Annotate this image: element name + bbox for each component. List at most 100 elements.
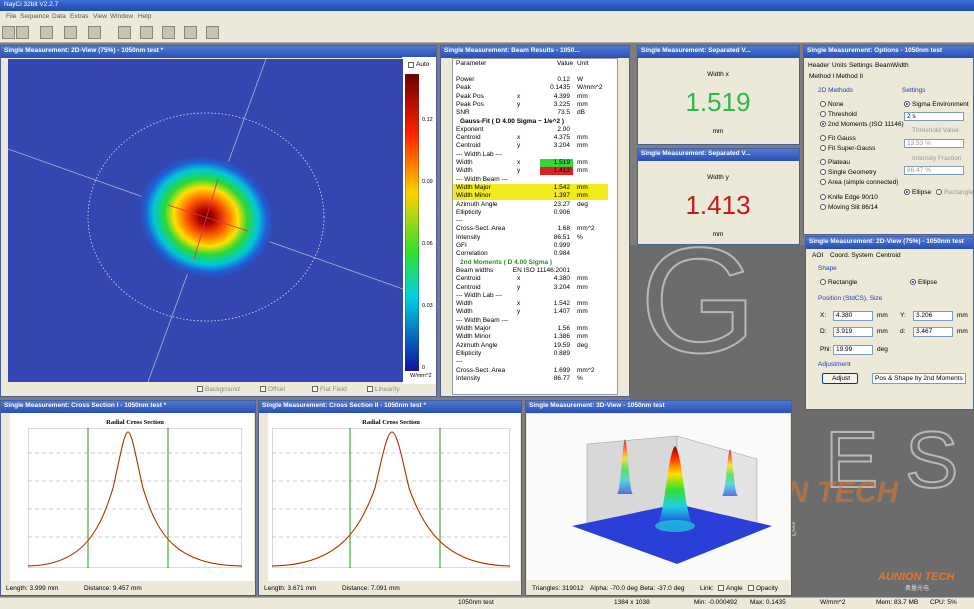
radio[interactable] [820,121,826,127]
axis: y [517,100,521,108]
input[interactable] [913,311,953,321]
radio[interactable] [820,101,826,107]
subtab[interactable]: Method II [836,73,864,80]
window-title: Single Measurement: 3D-View - 1050nm tes… [529,402,665,409]
toolbar-button[interactable] [118,26,131,39]
tab[interactable]: Coord. System [830,252,873,259]
tab[interactable]: AOI [812,252,824,259]
unit: mm [577,275,588,283]
parameter: --- Width Lab --- [456,150,502,158]
toolbar-button[interactable] [16,26,29,39]
method-option: 2nd Moments (ISO 11146) [828,121,904,128]
distance-label: Distance: 9.457 mm [84,585,142,592]
radio[interactable] [820,169,826,175]
radio[interactable] [820,145,826,151]
checkbox[interactable] [367,386,373,392]
checkbox[interactable] [312,386,318,392]
checkbox-label: Opacity [756,585,779,592]
checkbox[interactable] [748,585,754,591]
window-title: Single Measurement: Cross Section I - 10… [4,402,167,409]
checkbox[interactable] [718,585,724,591]
chart-title: Radial Cross Section [106,419,164,426]
combo[interactable] [904,139,964,148]
toolbar-button[interactable] [88,26,101,39]
method-option: Fit Gauss [828,135,856,142]
auto-label: Auto [416,61,430,68]
menu-item[interactable]: Extras [70,13,89,20]
combo[interactable] [904,166,964,175]
radio[interactable] [904,189,910,195]
radio[interactable] [820,194,826,200]
checkbox-label: Angle [726,585,743,592]
tab[interactable]: BeamWidth [875,62,909,69]
radio[interactable] [820,279,826,285]
group-title: 2D Methods [818,87,854,94]
menu-item[interactable]: Window [110,13,134,20]
tab[interactable]: Header [808,62,830,69]
value: 3.204 [553,142,570,150]
checkbox[interactable] [260,386,266,392]
input[interactable] [913,327,953,337]
radio[interactable] [820,204,826,210]
parameter: Centroid [456,275,481,283]
menu-item[interactable]: Sequence [20,13,50,20]
menu-item[interactable]: File [6,13,17,20]
method-option: Area (simple connected) [828,179,899,186]
menu-item[interactable]: Help [138,13,152,20]
radio[interactable] [904,101,910,107]
toolbar-button[interactable] [140,26,153,39]
axis: y [517,308,521,316]
checkbox[interactable] [197,386,203,392]
menu-item[interactable]: Data [52,13,66,20]
toolbar-button[interactable] [2,26,15,39]
setting-label: Intensity Fraction [912,155,962,162]
combo[interactable] [872,373,966,384]
input[interactable] [833,311,873,321]
button-label[interactable]: Adjust [832,375,851,382]
radio[interactable] [910,279,916,285]
view-option: Flat Field [320,386,347,393]
status-label: Alpha: -70.0 deg [590,585,638,592]
app-title-bar [0,0,974,11]
tab[interactable]: Units [832,62,847,69]
parameter: Ellipticity [456,208,482,216]
status-item: Max: 0.1435 [750,599,786,606]
parameter: Centroid [456,142,481,150]
combo[interactable] [904,112,964,121]
status-label: Triangles: 319012 [532,585,584,592]
value: 1.542 [553,300,570,308]
parameter: Width [456,159,473,166]
tab[interactable]: Centroid [876,252,901,259]
radio[interactable] [820,159,826,165]
subtab[interactable]: Method I [809,73,835,80]
radio[interactable] [820,135,826,141]
tab[interactable]: Settings [849,62,873,69]
unit: W [577,76,584,83]
input[interactable] [833,327,873,337]
title-bar [259,401,521,413]
watermark-letter: E [824,415,879,504]
parameter: Exponent [456,125,484,133]
toolbar-button[interactable] [184,26,197,39]
value: 0.1435 [550,84,570,92]
radio[interactable] [820,179,826,185]
parameter: Peak Pos [456,92,484,100]
checkbox[interactable] [408,62,414,68]
method-option: Plateau [828,159,851,166]
input[interactable] [833,345,873,355]
unit: mm^2 [577,225,595,233]
radio[interactable] [936,189,942,195]
group-title: Adjustment [818,361,851,368]
toolbar-button[interactable] [40,26,53,39]
toolbar-button[interactable] [206,26,219,39]
parameter: Width Minor [456,333,491,341]
axis: x [517,134,521,142]
menu-item[interactable]: View [93,13,107,20]
value: 3.204 [553,283,570,291]
method-option: Fit Super-Gauss [828,145,876,152]
radio[interactable] [820,111,826,117]
toolbar-button[interactable] [162,26,175,39]
value: 86.77 [553,374,570,382]
adjust-button[interactable] [822,373,858,384]
toolbar-button[interactable] [64,26,77,39]
